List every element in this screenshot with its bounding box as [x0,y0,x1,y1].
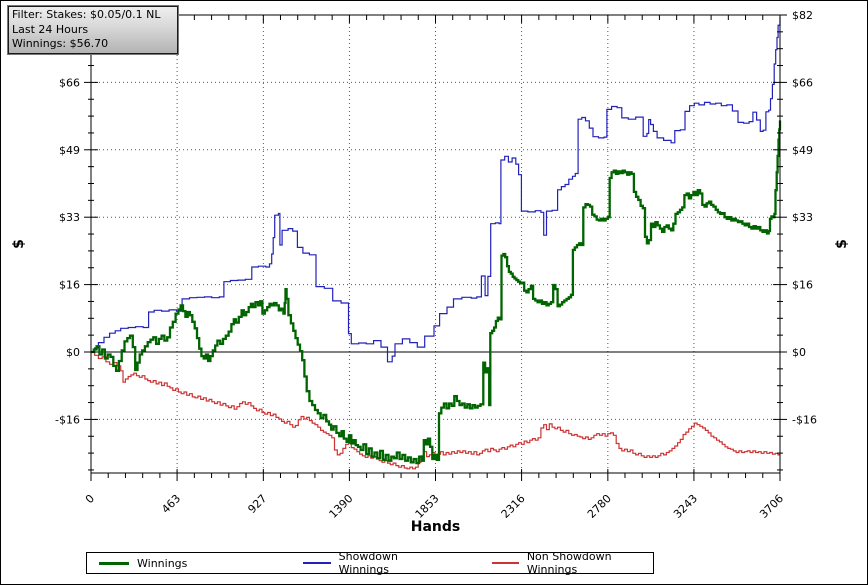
x-tick-label: 927 [245,492,269,516]
y-tick-label-left: $49 [59,144,80,157]
y-tick-label-right: $0 [792,346,806,359]
x-tick-label: 1390 [327,492,356,521]
x-tick-label: 1853 [413,492,442,521]
x-tick-label: 0 [83,492,97,506]
x-tick-label: 2316 [499,492,528,521]
legend-swatch-non-showdown-winnings [491,562,519,564]
filter-period-text: Last 24 Hours [12,22,89,36]
filter-winnings-text: Winnings: $56.70 [12,37,109,50]
legend-item-non-showdown-winnings: Non Showdown Winnings [484,550,653,576]
x-tick-label: 3706 [757,492,786,521]
x-tick-label: 3243 [671,492,700,521]
legend-swatch-winnings [99,561,129,565]
y-tick-label-right: $49 [792,144,813,157]
x-tick-label: 463 [159,492,183,516]
y-tick-label-right: $16 [792,279,813,292]
y-axis-title-right: $ [834,239,850,249]
series-line-winnings [91,120,782,465]
x-axis-title: Hands [411,519,461,535]
legend-label-winnings: Winnings [137,556,188,570]
series-line-showdown-winnings [91,17,781,363]
y-tick-label-right: $66 [792,76,813,89]
legend-item-winnings: Winnings [91,557,187,570]
y-tick-label-left: $66 [59,76,80,89]
legend-swatch-showdown-winnings [303,562,331,564]
series-line-non-showdown-winnings [91,351,781,470]
y-tick-label-right: -$16 [792,413,817,426]
x-tick-label: 2780 [585,492,614,521]
y-tick-label-right: $33 [792,211,813,224]
legend-label-non-showdown-winnings: Non Showdown Winnings [526,550,612,576]
chart-legend: Winnings Showdown Winnings Non Showdown … [86,550,654,576]
y-tick-label-left: $0 [66,346,80,359]
y-tick-label-left: -$16 [55,413,80,426]
legend-label-showdown-winnings: Showdown Winnings [338,550,399,576]
y-tick-label-left: $33 [59,211,80,224]
legend-item-showdown-winnings: Showdown Winnings [295,550,441,576]
filter-info-box: Filter: Stakes: $0.05/0.1 NL Last 24 Hou… [7,5,179,55]
filter-stakes-text: Filter: Stakes: $0.05/0.1 NL [12,8,161,21]
y-tick-label-right: $82 [792,9,813,22]
y-axis-title-left: $ [11,239,27,249]
y-tick-label-left: $16 [59,279,80,292]
